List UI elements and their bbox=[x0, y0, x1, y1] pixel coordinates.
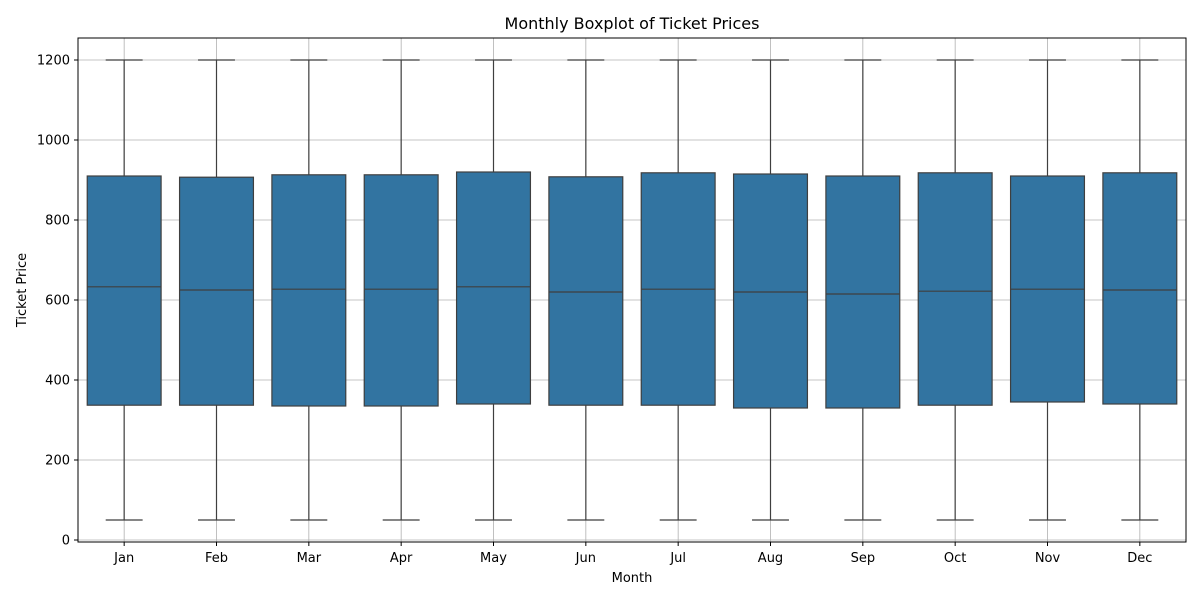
iqr-box bbox=[732, 173, 809, 409]
x-tick-label: Aug bbox=[758, 551, 783, 566]
x-tick-label: Apr bbox=[390, 551, 413, 566]
box-group-oct bbox=[917, 59, 993, 521]
x-tick-label: Feb bbox=[205, 551, 228, 566]
iqr-box bbox=[1102, 172, 1178, 405]
y-tick-label: 1000 bbox=[37, 134, 70, 149]
box-group-jul bbox=[640, 59, 716, 521]
box-group-mar bbox=[271, 59, 347, 521]
box-layer bbox=[86, 59, 1178, 521]
iqr-box bbox=[917, 172, 993, 406]
y-tick-label: 1200 bbox=[37, 54, 70, 69]
x-tick-label: Jun bbox=[575, 551, 596, 566]
iqr-box bbox=[825, 175, 901, 409]
iqr-box bbox=[271, 174, 347, 407]
plot-frame bbox=[77, 37, 1187, 543]
x-tick-label: May bbox=[480, 551, 507, 566]
x-tick-label: Dec bbox=[1127, 551, 1152, 566]
x-tick-label: Mar bbox=[297, 551, 322, 566]
box-group-feb bbox=[178, 59, 255, 521]
x-tick-label: Jan bbox=[113, 551, 134, 566]
iqr-box bbox=[86, 175, 162, 406]
chart-title: Monthly Boxplot of Ticket Prices bbox=[505, 14, 760, 33]
box-group-jan bbox=[86, 59, 162, 521]
x-tick-label: Nov bbox=[1035, 551, 1061, 566]
y-axis-label: Ticket Price bbox=[15, 253, 30, 328]
iqr-box bbox=[455, 171, 532, 405]
x-axis-label: Month bbox=[612, 571, 653, 586]
x-tick-label: Sep bbox=[851, 551, 876, 566]
box-group-jun bbox=[548, 59, 624, 521]
iqr-box bbox=[363, 174, 439, 407]
y-tick-label: 400 bbox=[45, 374, 70, 389]
box-group-sep bbox=[825, 59, 901, 521]
y-tick-label: 0 bbox=[62, 534, 70, 549]
iqr-box bbox=[178, 176, 255, 406]
box-group-nov bbox=[1009, 59, 1086, 521]
iqr-box bbox=[548, 176, 624, 406]
box-group-apr bbox=[363, 59, 439, 521]
box-group-dec bbox=[1102, 59, 1178, 521]
x-tick-label: Jul bbox=[669, 551, 686, 566]
box-group-may bbox=[455, 59, 532, 521]
y-tick-label: 800 bbox=[45, 214, 70, 229]
box-group-aug bbox=[732, 59, 809, 521]
x-tick-label: Oct bbox=[944, 551, 966, 566]
y-tick-label: 200 bbox=[45, 454, 70, 469]
tick-layer: 0 200 400 600 800 1000 1200 Jan Feb Mar Apr May Jun J… bbox=[37, 54, 1153, 567]
y-tick-label: 600 bbox=[45, 294, 70, 309]
